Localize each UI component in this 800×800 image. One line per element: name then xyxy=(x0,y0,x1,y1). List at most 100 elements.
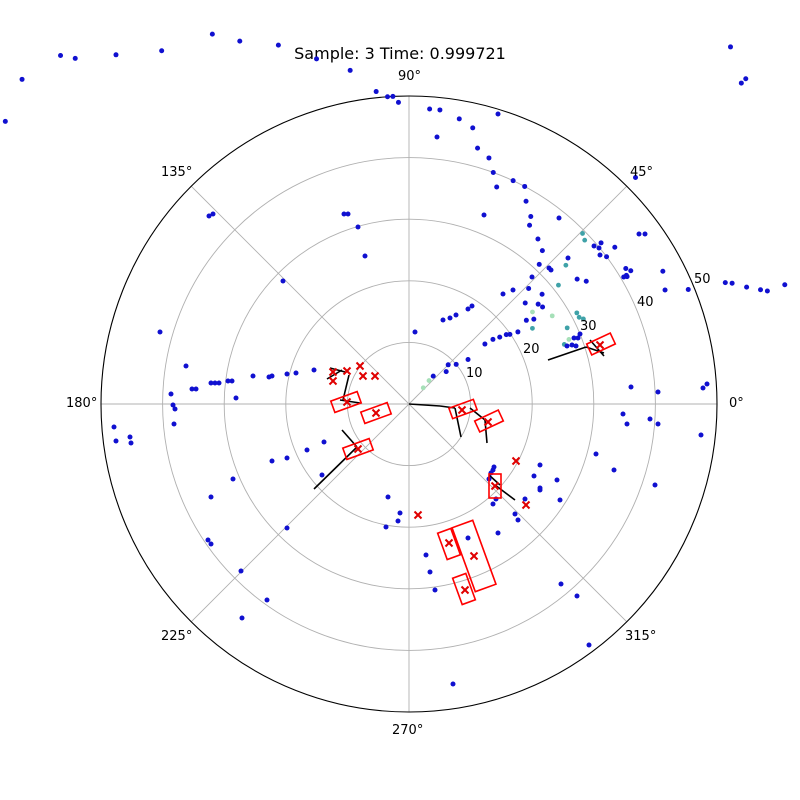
cross-stroke xyxy=(342,366,352,376)
data-point xyxy=(655,389,661,395)
data-point xyxy=(577,331,583,337)
data-point xyxy=(539,248,545,254)
data-point xyxy=(515,517,521,523)
angle-tick-180: 180° xyxy=(66,396,97,411)
bounding-box xyxy=(585,332,617,356)
radial-tick-50: 50 xyxy=(694,272,711,287)
bounding-box xyxy=(451,572,477,606)
cross-stroke xyxy=(370,371,380,381)
data-point xyxy=(304,447,310,453)
data-point xyxy=(385,494,391,500)
data-point xyxy=(208,494,214,500)
data-point xyxy=(743,76,749,82)
data-point xyxy=(704,381,710,387)
data-point xyxy=(284,525,290,531)
data-point xyxy=(427,106,433,112)
data-point xyxy=(510,178,516,184)
data-point xyxy=(58,53,64,59)
cross-marker xyxy=(370,371,380,381)
data-point xyxy=(540,304,546,310)
data-point xyxy=(583,278,589,284)
data-point xyxy=(722,280,728,286)
data-point xyxy=(465,306,471,312)
data-point xyxy=(113,52,119,58)
angle-tick-270: 270° xyxy=(392,723,423,738)
data-point xyxy=(212,380,218,386)
data-point xyxy=(395,99,401,105)
data-point xyxy=(170,402,176,408)
data-point xyxy=(373,89,379,95)
data-point xyxy=(230,476,236,482)
data-point xyxy=(612,244,618,250)
cross-marker xyxy=(511,456,521,466)
data-point xyxy=(275,42,281,48)
cross-marker xyxy=(595,340,605,350)
data-point xyxy=(535,301,541,307)
data-point xyxy=(523,317,529,323)
data-point xyxy=(597,252,603,258)
data-point xyxy=(620,411,626,417)
data-point xyxy=(432,587,438,593)
data-point xyxy=(157,329,163,335)
cross-marker xyxy=(353,444,363,454)
track-line xyxy=(408,403,441,407)
cross-marker xyxy=(483,417,493,427)
data-point xyxy=(171,421,177,427)
data-point xyxy=(284,371,290,377)
data-point xyxy=(233,395,239,401)
data-point xyxy=(530,325,535,331)
data-point xyxy=(628,384,634,390)
data-point xyxy=(523,198,529,204)
bounding-box xyxy=(451,519,497,593)
angle-tick-0: 0° xyxy=(729,396,744,411)
tick-labels: 0° 45° 90° 135° 180° 225° 270° 315° 10 2… xyxy=(66,69,744,738)
cross-marker xyxy=(342,366,352,376)
data-point xyxy=(319,472,325,478)
data-point xyxy=(527,222,533,228)
data-point xyxy=(127,434,133,440)
data-point xyxy=(355,224,361,230)
data-point xyxy=(426,378,432,383)
cross-stroke xyxy=(521,500,531,510)
grid-spoke xyxy=(408,403,628,623)
data-point xyxy=(72,55,78,61)
cross-marker xyxy=(490,481,500,491)
data-point xyxy=(491,464,497,470)
data-point xyxy=(503,332,509,338)
data-point xyxy=(598,240,604,246)
data-point xyxy=(383,524,389,530)
bounding-boxes xyxy=(328,332,617,606)
data-point xyxy=(564,325,570,331)
cross-stroke xyxy=(469,551,479,561)
data-point xyxy=(475,145,481,151)
data-point xyxy=(556,215,562,221)
track-line xyxy=(329,367,346,373)
cross-marker xyxy=(413,510,423,520)
data-point xyxy=(206,213,212,219)
data-point xyxy=(539,291,545,297)
data-point xyxy=(623,266,629,272)
cross-stroke xyxy=(490,481,500,491)
data-point xyxy=(293,370,299,376)
data-point xyxy=(210,211,216,217)
data-point xyxy=(655,421,661,427)
data-point xyxy=(159,48,165,54)
data-point xyxy=(528,213,534,219)
data-point xyxy=(652,482,658,488)
data-point xyxy=(470,125,476,131)
data-point xyxy=(510,287,516,293)
cross-stroke xyxy=(328,367,338,377)
angle-tick-90: 90° xyxy=(398,69,421,84)
data-point xyxy=(490,169,496,175)
data-point xyxy=(238,568,244,574)
data-point xyxy=(522,496,528,502)
track-line xyxy=(339,399,361,404)
data-point xyxy=(347,67,353,73)
data-point xyxy=(469,303,475,309)
cross-stroke xyxy=(328,376,338,386)
data-point xyxy=(531,316,537,322)
cross-stroke xyxy=(460,585,470,595)
data-point xyxy=(225,378,231,384)
data-point xyxy=(412,329,418,335)
data-point xyxy=(440,317,446,323)
